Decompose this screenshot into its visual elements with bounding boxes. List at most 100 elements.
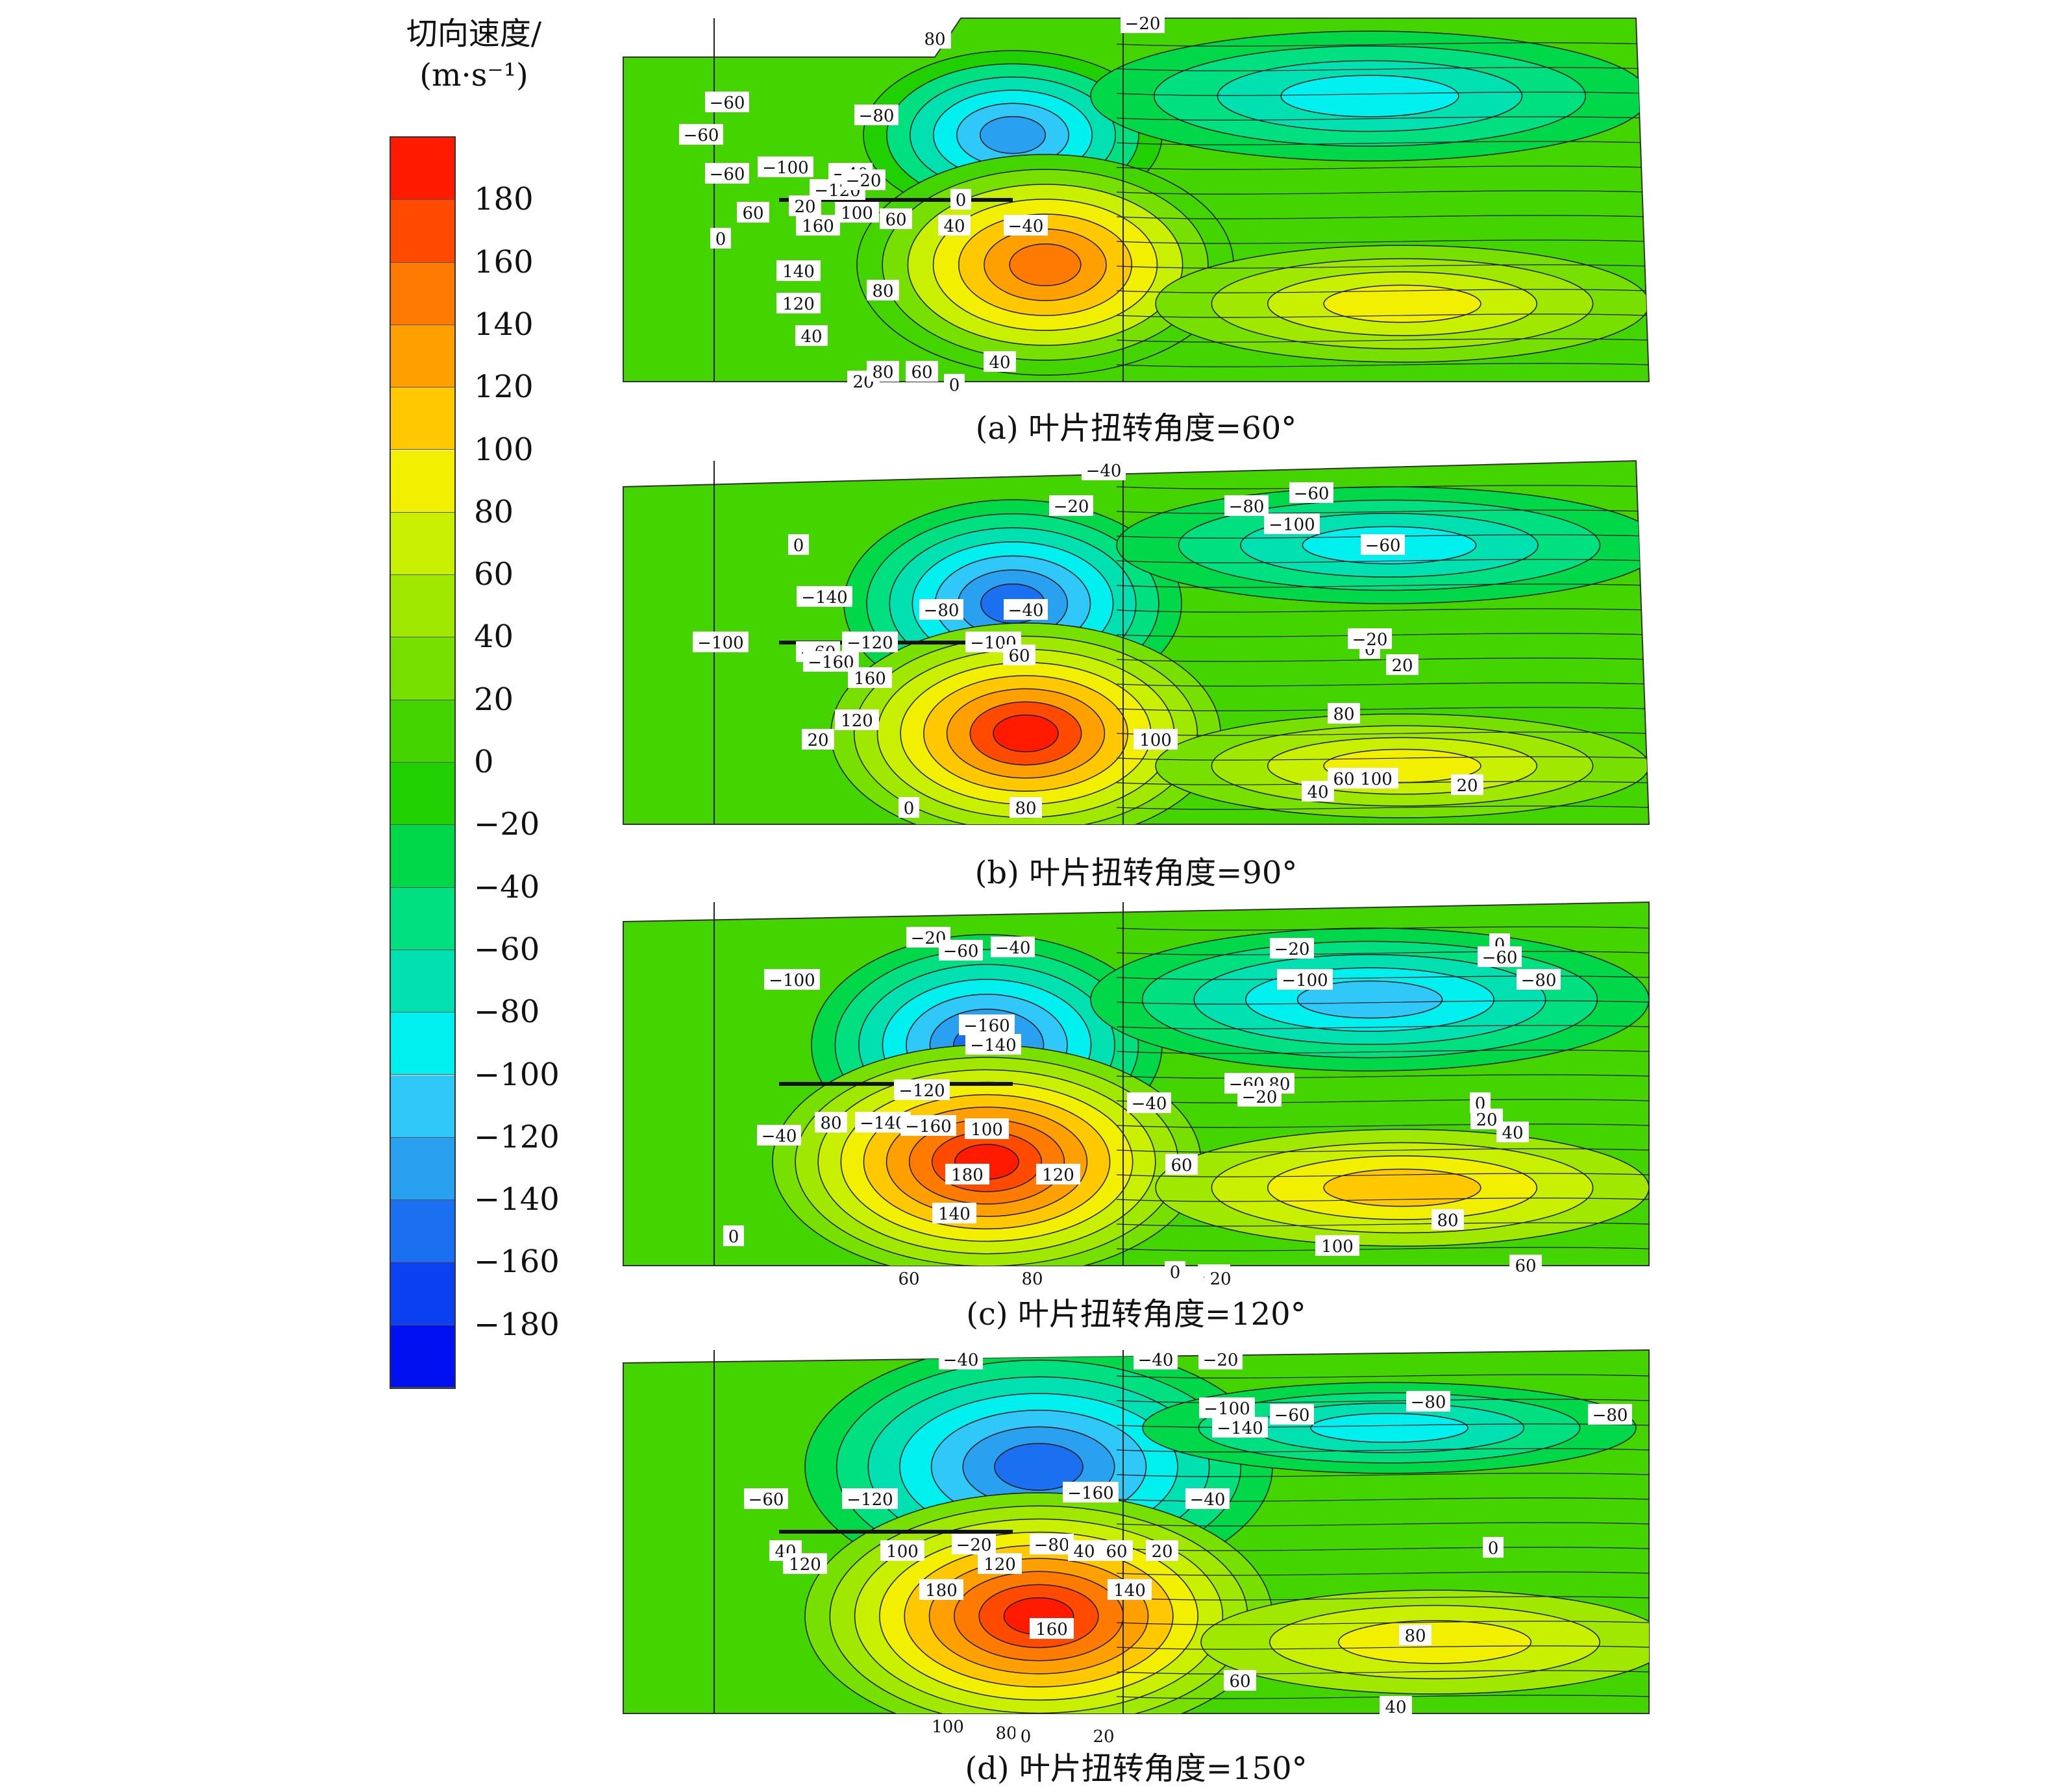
contour-value-label: −40 — [939, 1349, 983, 1370]
contour-value-label: −80 — [1406, 1391, 1450, 1412]
legend-tick-label: −60 — [474, 931, 540, 968]
contour-line — [1116, 926, 1649, 931]
svg-text:−40: −40 — [1008, 601, 1044, 620]
contour-value-label: 0 — [944, 374, 965, 395]
contour-line — [1116, 215, 1649, 219]
contour-value-label: −20 — [1237, 1086, 1282, 1107]
contour-line — [1116, 976, 1649, 980]
svg-text:−80: −80 — [1229, 497, 1265, 517]
contour-value-label: 20 — [1146, 1540, 1178, 1562]
svg-text:60: 60 — [1229, 1672, 1250, 1691]
contour-value-label: 60 — [1509, 1255, 1542, 1276]
legend-tick-label: 20 — [474, 681, 514, 718]
color-legend-bar — [390, 136, 456, 1389]
contour-value-label: 20 — [1087, 1725, 1120, 1747]
svg-text:60: 60 — [1333, 770, 1354, 789]
contour-line — [1116, 1148, 1649, 1153]
legend-tick-label: −80 — [474, 994, 540, 1031]
svg-text:−20: −20 — [1274, 940, 1310, 959]
contour-value-label: 0 — [950, 189, 971, 210]
contour-value-label: −60 — [744, 1488, 788, 1510]
legend-swatch — [391, 387, 454, 450]
contour-line — [1116, 239, 1649, 244]
svg-text:−160: −160 — [905, 1117, 951, 1136]
contour-value-label: −40 — [1185, 1488, 1230, 1510]
contour-value-label: 40 — [1302, 781, 1334, 802]
contour-value-label: 180 — [945, 1164, 989, 1185]
legend-swatch — [391, 262, 454, 325]
legend-swatch — [391, 950, 454, 1013]
contour-value-label: 120 — [835, 709, 879, 731]
legend-title-line1: 切向速度/ — [406, 16, 542, 52]
legend-tick-label: −40 — [474, 868, 540, 905]
legend-tick-label: 40 — [474, 619, 514, 656]
legend-swatch — [391, 138, 454, 201]
svg-text:80: 80 — [1021, 1270, 1043, 1289]
contour-line — [1116, 1399, 1649, 1403]
contour-line — [1116, 1448, 1649, 1453]
contour-value-label: −20 — [1270, 938, 1314, 959]
svg-text:−120: −120 — [847, 633, 893, 653]
svg-text:−140: −140 — [801, 588, 847, 608]
contour-line — [1116, 559, 1649, 563]
svg-text:−140: −140 — [1217, 1419, 1263, 1438]
svg-text:−60: −60 — [943, 942, 979, 961]
svg-text:100: 100 — [886, 1542, 919, 1562]
svg-text:120: 120 — [1042, 1166, 1074, 1185]
svg-text:−60: −60 — [1294, 484, 1330, 504]
svg-text:−20: −20 — [1125, 14, 1161, 34]
svg-text:0: 0 — [1021, 1727, 1032, 1747]
contour-line — [1116, 608, 1649, 613]
svg-text:60: 60 — [1008, 646, 1030, 666]
contour-line — [1116, 1247, 1649, 1251]
svg-text:−100: −100 — [762, 158, 808, 178]
contour-value-label: 140 — [776, 260, 821, 282]
svg-text:−160: −160 — [1067, 1484, 1113, 1503]
legend-swatch — [391, 200, 454, 263]
contour-value-label: −60 — [1478, 946, 1522, 968]
contour-value-label: 100 — [926, 1715, 970, 1737]
legend-swatch — [391, 637, 454, 700]
svg-text:80: 80 — [995, 1724, 1017, 1743]
contour-value-label: 160 — [796, 215, 840, 236]
contour-value-label: −80 — [1517, 969, 1561, 990]
contour-value-label: 80 — [1328, 703, 1360, 724]
legend-swatch — [391, 1137, 454, 1201]
contour-value-label: 160 — [848, 667, 892, 689]
svg-text:−40: −40 — [943, 1351, 979, 1370]
svg-text:60: 60 — [742, 204, 763, 223]
svg-text:120: 120 — [789, 1555, 821, 1575]
contour-panel-c: −20 −60 −40 −20 0 −60 −100 −80 −100 −160 −140 −80 −6… — [623, 901, 1662, 1292]
contour-value-label: −80 — [919, 599, 963, 620]
contour-plot-svg: −20−400−80−60−100−60−140−80−40−100−60−12… — [623, 460, 1650, 825]
contour-value-label: 120 — [776, 293, 821, 314]
contour-line — [1116, 731, 1649, 736]
contour-value-label: 40 — [1068, 1540, 1100, 1562]
contour-value-label: 60 — [1165, 1154, 1198, 1175]
contour-value-label: 100 — [880, 1540, 924, 1562]
contour-value-label: −20 — [1348, 628, 1392, 650]
legend-tick-label: 140 — [474, 306, 534, 343]
svg-text:−80: −80 — [859, 106, 895, 126]
contour-value-label: −120 — [842, 1488, 898, 1510]
legend-tick-label: −120 — [474, 1118, 560, 1155]
svg-text:100: 100 — [1321, 1237, 1354, 1257]
contour-line — [1116, 1621, 1649, 1625]
contour-value-label: 80 — [1010, 797, 1042, 818]
contour-value-label: −80 — [1224, 495, 1269, 517]
svg-text:0: 0 — [793, 536, 804, 556]
contour-value-label: −140 — [797, 586, 852, 608]
contour-value-label: −140 — [965, 1034, 1021, 1055]
contour-value-label: −20 — [1049, 495, 1093, 517]
contour-value-label: −120 — [894, 1079, 950, 1101]
panel-caption-d: (d) 叶片扭转角度=150° — [965, 1750, 1308, 1787]
legend-title-line2: (m·s⁻¹) — [419, 57, 528, 93]
svg-text:−20: −20 — [956, 1536, 992, 1555]
contour-value-label: −60 — [939, 940, 983, 961]
svg-text:80: 80 — [924, 30, 945, 49]
legend-tick-label: 0 — [474, 744, 494, 780]
contour-value-label: −60 — [1270, 1404, 1314, 1425]
contour-value-label: 120 — [783, 1553, 827, 1575]
contour-value-label: 60 — [1100, 1540, 1133, 1562]
contour-value-label: 80 — [1432, 1209, 1464, 1231]
